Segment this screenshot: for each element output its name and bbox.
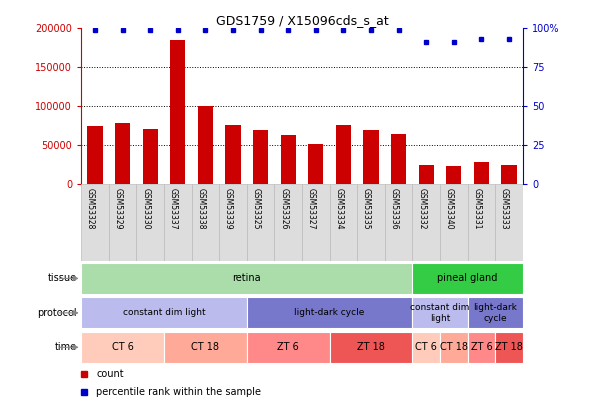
- Bar: [474, 162, 489, 184]
- Bar: [142, 129, 157, 184]
- Bar: [357, 184, 385, 261]
- Bar: [170, 40, 185, 184]
- Text: light-dark cycle: light-dark cycle: [294, 308, 365, 318]
- Bar: [468, 297, 523, 328]
- Text: CT 6: CT 6: [112, 342, 133, 352]
- Bar: [468, 332, 495, 363]
- Text: GSM53335: GSM53335: [362, 188, 371, 230]
- Text: count: count: [96, 369, 124, 379]
- Text: constant dim light: constant dim light: [123, 308, 206, 318]
- Text: GSM53330: GSM53330: [141, 188, 150, 230]
- Bar: [87, 126, 103, 184]
- Bar: [81, 297, 247, 328]
- Bar: [440, 184, 468, 261]
- Text: GSM53340: GSM53340: [445, 188, 454, 230]
- Bar: [495, 184, 523, 261]
- Bar: [164, 184, 192, 261]
- Text: protocol: protocol: [37, 308, 77, 318]
- Title: GDS1759 / X15096cds_s_at: GDS1759 / X15096cds_s_at: [216, 14, 388, 27]
- Bar: [336, 125, 351, 184]
- Bar: [247, 297, 412, 328]
- Bar: [81, 263, 412, 294]
- Bar: [115, 123, 130, 184]
- Text: GSM53339: GSM53339: [224, 188, 233, 230]
- Text: retina: retina: [233, 273, 261, 283]
- Bar: [412, 184, 440, 261]
- Text: ZT 6: ZT 6: [471, 342, 492, 352]
- Bar: [412, 332, 440, 363]
- Text: GSM53334: GSM53334: [334, 188, 343, 230]
- Bar: [495, 332, 523, 363]
- Bar: [253, 130, 268, 184]
- Text: GSM53336: GSM53336: [389, 188, 398, 230]
- Bar: [468, 184, 495, 261]
- Text: GSM53325: GSM53325: [252, 188, 261, 230]
- Bar: [364, 130, 379, 184]
- Text: CT 18: CT 18: [440, 342, 468, 352]
- Text: GSM53328: GSM53328: [86, 188, 95, 230]
- Text: CT 18: CT 18: [191, 342, 219, 352]
- Bar: [329, 332, 412, 363]
- Text: constant dim
light: constant dim light: [410, 303, 470, 322]
- Bar: [225, 125, 240, 184]
- Bar: [412, 263, 523, 294]
- Bar: [412, 297, 468, 328]
- Bar: [219, 184, 247, 261]
- Bar: [109, 184, 136, 261]
- Text: pineal gland: pineal gland: [438, 273, 498, 283]
- Text: GSM53337: GSM53337: [169, 188, 178, 230]
- Text: CT 6: CT 6: [415, 342, 437, 352]
- Bar: [419, 165, 434, 184]
- Text: tissue: tissue: [47, 273, 77, 283]
- Text: GSM53331: GSM53331: [472, 188, 481, 230]
- Bar: [81, 332, 164, 363]
- Text: ZT 18: ZT 18: [495, 342, 523, 352]
- Bar: [198, 106, 213, 184]
- Bar: [440, 332, 468, 363]
- Bar: [329, 184, 357, 261]
- Text: GSM53333: GSM53333: [500, 188, 509, 230]
- Bar: [501, 165, 517, 184]
- Bar: [275, 184, 302, 261]
- Text: light-dark
cycle: light-dark cycle: [474, 303, 517, 322]
- Text: GSM53329: GSM53329: [114, 188, 123, 230]
- Bar: [247, 332, 329, 363]
- Bar: [281, 135, 296, 184]
- Text: GSM53327: GSM53327: [307, 188, 316, 230]
- Text: GSM53326: GSM53326: [279, 188, 288, 230]
- Text: time: time: [55, 342, 77, 352]
- Bar: [136, 184, 164, 261]
- Bar: [247, 184, 275, 261]
- Text: percentile rank within the sample: percentile rank within the sample: [96, 387, 261, 397]
- Bar: [385, 184, 412, 261]
- Bar: [302, 184, 329, 261]
- Text: GSM53332: GSM53332: [417, 188, 426, 230]
- Bar: [308, 144, 323, 184]
- Text: GSM53338: GSM53338: [197, 188, 206, 230]
- Text: ZT 18: ZT 18: [357, 342, 385, 352]
- Bar: [164, 332, 247, 363]
- Bar: [192, 184, 219, 261]
- Text: ZT 6: ZT 6: [277, 342, 299, 352]
- Bar: [391, 134, 406, 184]
- Bar: [447, 166, 462, 184]
- Bar: [81, 184, 109, 261]
